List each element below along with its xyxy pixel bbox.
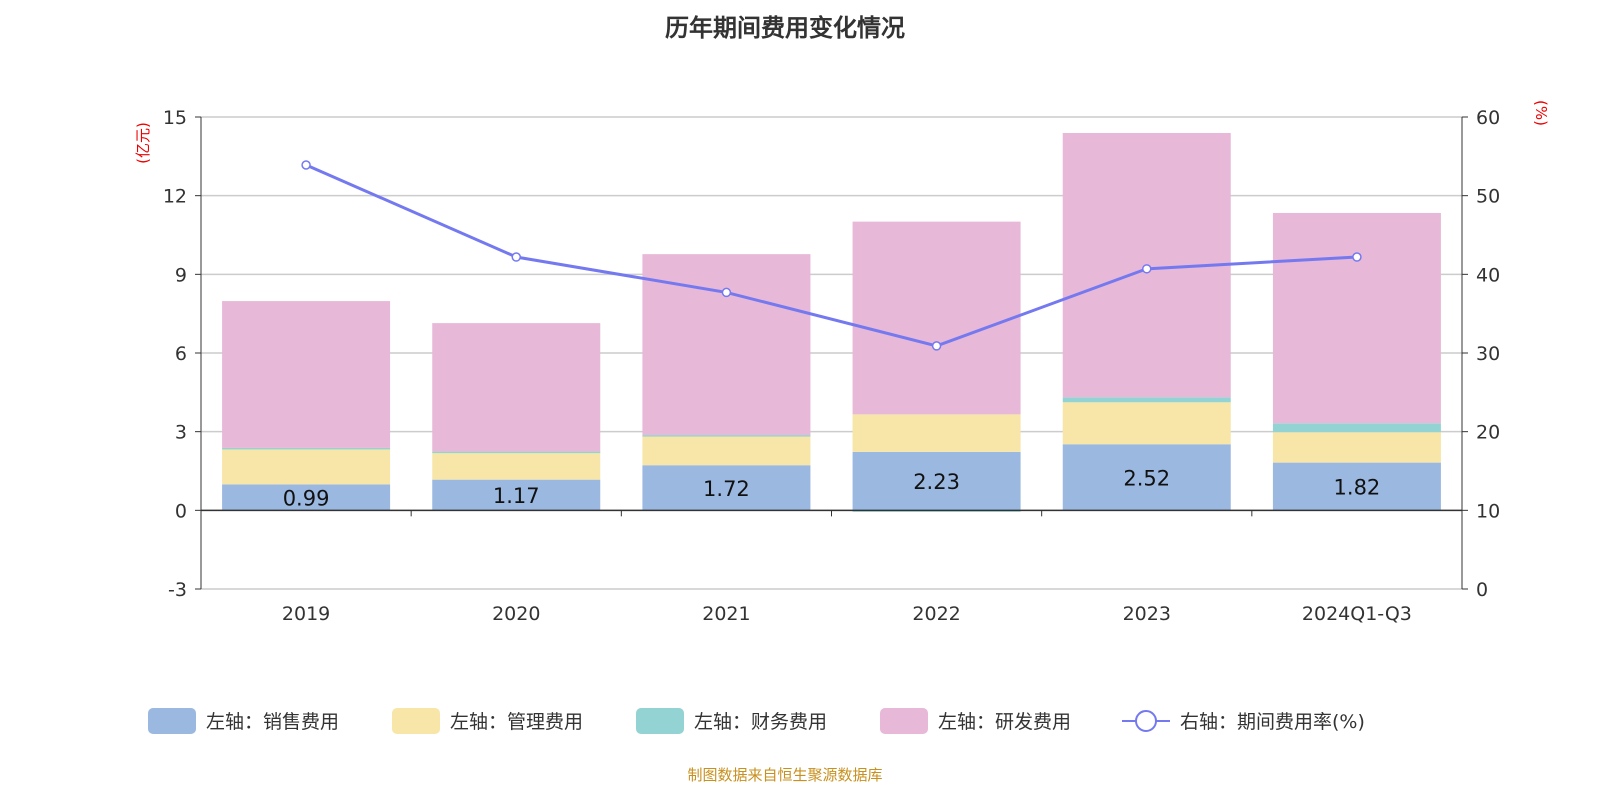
right-tick-label: 30	[1476, 343, 1500, 365]
bar-segment	[222, 447, 391, 450]
x-tick-label: 2020	[492, 603, 540, 625]
data-label: 1.82	[1334, 475, 1381, 499]
x-tick-label: 2019	[282, 603, 330, 625]
legend-label: 左轴：管理费用	[450, 711, 583, 733]
bar-segment	[432, 451, 601, 454]
data-label: 0.99	[283, 486, 330, 510]
legend-marker-icon	[1135, 710, 1157, 732]
left-tick-label: 3	[175, 422, 187, 444]
left-tick-label: -3	[168, 579, 187, 601]
bar-segment	[642, 435, 811, 437]
bar-segment	[852, 221, 1021, 415]
bar-segment	[1272, 462, 1441, 511]
bar-segment	[222, 301, 391, 448]
bar-segment	[852, 451, 1021, 511]
right-tick-label: 50	[1476, 186, 1500, 208]
bar-segment	[1272, 212, 1441, 424]
legend-label: 左轴：财务费用	[694, 711, 827, 733]
legend-swatch	[392, 708, 440, 734]
chart-title: 历年期间费用变化情况	[665, 14, 905, 42]
line-point	[1142, 264, 1152, 274]
bar-segment	[1062, 444, 1231, 511]
x-tick-label: 2022	[912, 603, 960, 625]
bar-segment	[1272, 423, 1441, 433]
data-label: 2.52	[1123, 466, 1170, 490]
left-tick-label: 9	[175, 264, 187, 286]
left-tick-label: 6	[175, 343, 187, 365]
bar-segment	[432, 452, 601, 480]
legend-label: 左轴：销售费用	[206, 711, 339, 733]
legend-label: 左轴：研发费用	[938, 711, 1071, 733]
source-note: 制图数据来自恒生聚源数据库	[687, 766, 883, 784]
legend-swatch	[636, 708, 684, 734]
line-point	[1352, 252, 1362, 262]
bar-segment	[642, 465, 811, 511]
right-tick-label: 20	[1476, 422, 1500, 444]
bar-segment	[642, 435, 811, 466]
legend-swatch	[880, 708, 928, 734]
line-series	[305, 163, 1358, 348]
bar-segment	[1272, 432, 1441, 463]
x-tick-label: 2021	[702, 603, 750, 625]
right-axis-unit: (%)	[1532, 100, 1550, 126]
data-label: 1.72	[703, 477, 750, 501]
bar-segment	[432, 479, 601, 511]
data-label: 2.23	[913, 470, 960, 494]
x-tick-label: 2023	[1123, 603, 1171, 625]
line-point	[301, 160, 311, 170]
bar-segment	[222, 484, 391, 511]
line-point	[511, 252, 521, 262]
left-axis-unit: (亿元)	[134, 122, 152, 164]
bar-segment	[852, 414, 1021, 452]
left-tick-label: 12	[163, 186, 187, 208]
bar-segment	[1062, 402, 1231, 445]
right-tick-label: 40	[1476, 264, 1500, 286]
left-tick-label: 15	[163, 107, 187, 129]
line-point	[721, 287, 732, 298]
right-tick-label: 0	[1476, 579, 1488, 601]
legend-label: 右轴：期间费用率(%)	[1180, 711, 1365, 733]
bar-segment	[222, 448, 391, 485]
bar-segment	[432, 323, 601, 452]
legend-swatch	[148, 708, 196, 734]
right-tick-label: 10	[1476, 500, 1500, 522]
left-tick-label: 0	[175, 500, 187, 522]
data-label: 1.17	[493, 484, 540, 508]
bar-segment	[1062, 397, 1231, 403]
x-tick-label: 2024Q1-Q3	[1302, 603, 1412, 625]
line-point	[931, 341, 942, 351]
right-tick-label: 60	[1476, 107, 1500, 129]
